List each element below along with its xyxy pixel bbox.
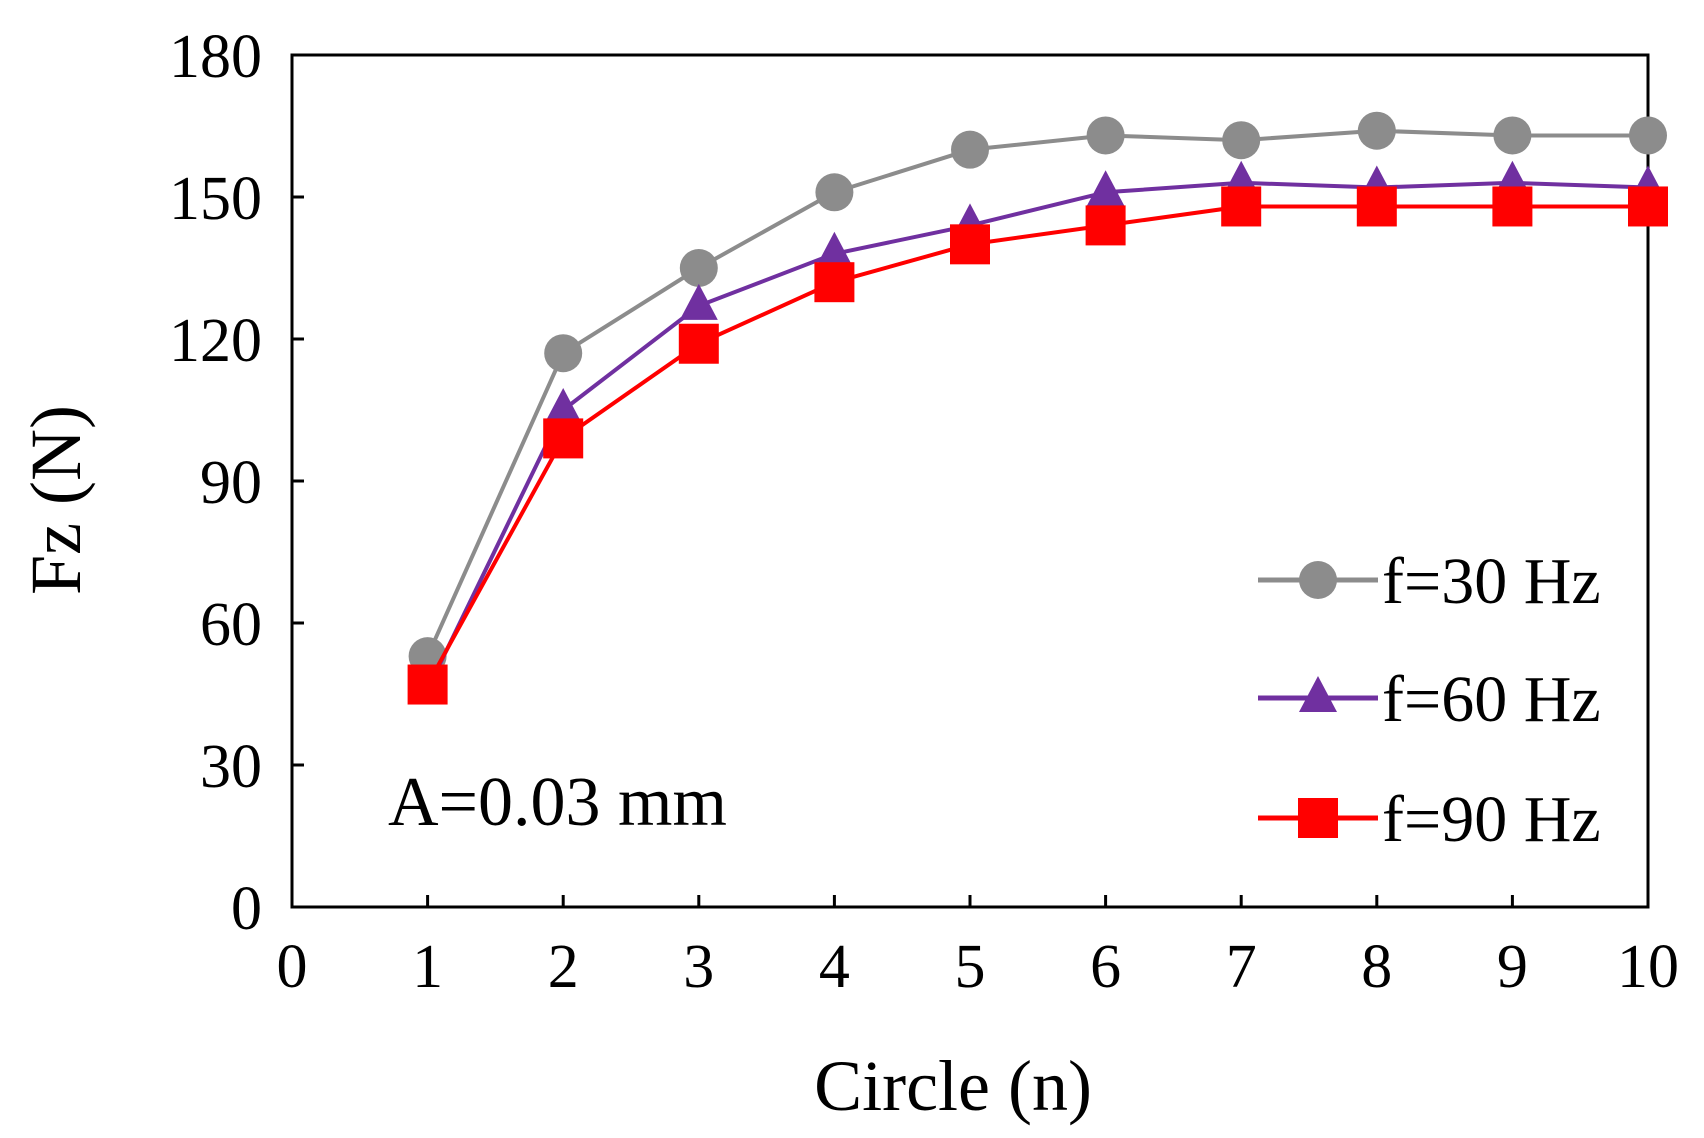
series-3-point — [1221, 186, 1262, 227]
series-3-point — [1628, 186, 1668, 227]
y-tick-label: 0 — [231, 875, 262, 943]
series-3-point — [1085, 205, 1126, 246]
y-tick-label: 150 — [169, 165, 262, 233]
y-axis-label: Fz (N) — [16, 405, 96, 595]
series-3-point — [407, 664, 448, 705]
series-3-point — [543, 418, 584, 459]
legend-label: f=30 Hz — [1382, 545, 1601, 618]
series-2-point — [815, 231, 854, 268]
annotation-text: A=0.03 mm — [388, 764, 727, 841]
x-tick-label: 4 — [819, 933, 850, 1001]
series-3-point — [814, 262, 855, 303]
series-2 — [408, 160, 1667, 704]
series-2-point — [1086, 170, 1125, 207]
y-tick-label: 30 — [200, 733, 262, 801]
series-2-line — [425, 180, 1649, 691]
series-layer — [407, 111, 1668, 705]
series-1-point — [1629, 116, 1667, 155]
legend-entry-2: f=60 Hz — [1258, 663, 1601, 736]
series-3 — [407, 186, 1668, 705]
series-3-point — [1492, 186, 1533, 227]
series-3-point — [950, 224, 990, 265]
series-2-point — [679, 283, 718, 320]
x-tick-label: 8 — [1361, 933, 1392, 1001]
series-1-point — [1357, 111, 1396, 150]
x-tick-label: 5 — [955, 933, 986, 1001]
y-tick-label: 90 — [200, 449, 262, 517]
series-1-point — [1493, 116, 1532, 155]
x-tick-label: 9 — [1497, 933, 1528, 1001]
x-tick-label: 1 — [412, 933, 443, 1001]
x-tick-label: 3 — [683, 933, 714, 1001]
legend-swatch-marker — [1299, 561, 1337, 599]
x-axis-label: Circle (n) — [814, 1046, 1092, 1126]
series-1-point — [951, 130, 989, 169]
legend-entry-1: f=30 Hz — [1258, 545, 1601, 618]
legend-entry-3: f=90 Hz — [1258, 783, 1601, 856]
series-1 — [408, 111, 1667, 676]
legend-swatch-marker — [1299, 676, 1337, 712]
series-3-point — [1356, 186, 1397, 227]
legend-label: f=90 Hz — [1382, 783, 1601, 856]
x-tick-label: 10 — [1617, 933, 1679, 1001]
y-tick-label: 120 — [169, 307, 262, 375]
series-1-point — [1222, 121, 1261, 160]
y-tick-label: 60 — [200, 591, 262, 659]
x-tick-label: 2 — [548, 933, 579, 1001]
series-1-point — [1086, 116, 1125, 155]
series-1-point — [544, 334, 583, 373]
series-1-point — [679, 249, 718, 287]
y-tick-label: 180 — [169, 23, 262, 91]
series-2-point — [544, 388, 583, 424]
series-1-line — [425, 128, 1648, 657]
series-1-point — [815, 173, 854, 212]
axes: 0 30 60 90 120 150 180 0 1 2 3 4 5 6 7 8 9 10 — [169, 23, 1679, 1001]
x-tick-label: 6 — [1090, 933, 1121, 1001]
x-tick-label: 0 — [277, 933, 308, 1001]
legend-swatch-marker — [1298, 798, 1338, 838]
x-tick-label: 7 — [1226, 933, 1257, 1001]
legend-label: f=60 Hz — [1382, 663, 1601, 736]
legend: f=30 Hz f=60 Hz f=90 Hz — [1258, 545, 1601, 856]
series-3-point — [678, 323, 719, 364]
series-3-line — [425, 204, 1648, 686]
